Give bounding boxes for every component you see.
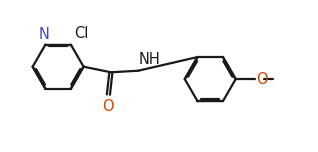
Text: NH: NH (139, 52, 161, 67)
Text: N: N (38, 27, 49, 42)
Text: O: O (103, 99, 114, 114)
Text: Cl: Cl (74, 26, 89, 41)
Text: O: O (256, 72, 268, 87)
